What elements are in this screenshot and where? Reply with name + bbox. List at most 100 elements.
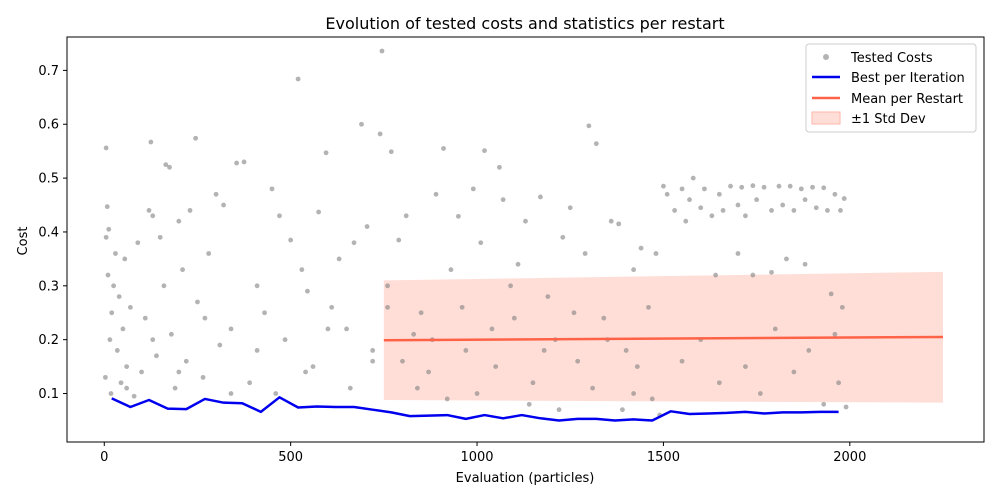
tested-cost-point <box>526 401 532 407</box>
tested-cost-point <box>102 374 108 380</box>
tested-cost-point <box>364 224 370 229</box>
tested-cost-point <box>482 148 487 154</box>
tested-cost-point <box>403 213 409 219</box>
tested-cost-point <box>769 269 774 275</box>
tested-cost-point <box>127 304 133 310</box>
tested-cost-point <box>396 237 402 243</box>
tested-cost-point <box>523 218 528 224</box>
tested-cost-point <box>593 141 599 147</box>
tested-cost-point <box>107 337 113 343</box>
tested-cost-point <box>347 385 353 391</box>
legend-label-mean: Mean per Restart <box>851 92 963 107</box>
y-tick-label: 0.6 <box>38 118 59 133</box>
x-tick-label: 1000 <box>460 450 493 465</box>
tested-cost-point <box>716 191 722 197</box>
tested-cost-point <box>388 149 394 155</box>
y-tick-label: 0.3 <box>38 279 59 294</box>
tested-cost-point <box>323 150 329 156</box>
legend-band-swatch <box>811 111 841 125</box>
tested-cost-point <box>821 401 827 407</box>
tested-cost-point <box>154 353 159 359</box>
tested-cost-point <box>709 213 715 219</box>
tested-cost-point <box>839 304 845 310</box>
tested-cost-point <box>620 407 625 413</box>
tested-cost-point <box>148 139 154 145</box>
legend-label-best: Best per Iteration <box>851 71 965 86</box>
tested-cost-point <box>385 304 390 310</box>
tested-cost-point <box>448 267 454 273</box>
tested-cost-point <box>336 256 342 262</box>
tested-cost-point <box>825 208 830 213</box>
tested-cost-point <box>638 245 644 251</box>
x-tick-label: 0 <box>100 450 108 465</box>
tested-cost-point <box>582 251 588 256</box>
tested-cost-point <box>183 358 189 364</box>
tested-cost-point <box>757 391 763 396</box>
tested-cost-point <box>167 164 172 170</box>
tested-cost-point <box>193 135 199 141</box>
tested-cost-point <box>213 191 219 197</box>
tested-cost-point <box>784 256 789 262</box>
tested-cost-point <box>608 218 614 224</box>
tested-cost-point <box>672 208 678 213</box>
tested-cost-point <box>139 369 144 375</box>
tested-cost-point <box>325 326 331 332</box>
tested-cost-point <box>838 208 843 213</box>
tested-cost-point <box>743 364 748 370</box>
tested-cost-point <box>142 315 148 321</box>
tested-cost-point <box>385 283 390 289</box>
tested-cost-point <box>254 283 260 289</box>
tested-cost-point <box>414 385 420 391</box>
tested-cost-point <box>713 272 719 278</box>
tested-cost-point <box>616 221 622 227</box>
tested-cost-point <box>515 261 521 267</box>
x-tick-label: 1500 <box>647 450 680 465</box>
y-axis-title: Cost <box>16 227 31 256</box>
tested-cost-point <box>172 385 178 391</box>
tested-cost-point <box>150 213 156 219</box>
tested-cost-point <box>202 315 208 321</box>
tested-cost-point <box>176 369 182 375</box>
x-tick-label: 2000 <box>833 450 866 465</box>
tested-cost-point <box>262 310 267 316</box>
tested-cost-point <box>511 315 517 321</box>
legend-scatter-marker <box>823 54 829 60</box>
line-layer <box>111 335 944 422</box>
tested-cost-point <box>104 204 110 210</box>
tested-cost-point <box>108 391 114 396</box>
tested-cost-point <box>810 184 815 190</box>
tested-cost-point <box>538 194 543 200</box>
tested-cost-point <box>478 240 484 246</box>
tested-cost-point <box>541 348 547 353</box>
tested-cost-point <box>316 209 322 215</box>
tested-cost-point <box>802 197 808 203</box>
tested-cost-point <box>772 326 778 332</box>
tested-cost-point <box>716 380 722 386</box>
legend: Tested Costs Best per Iteration Mean per… <box>805 43 977 133</box>
tested-cost-point <box>653 251 659 256</box>
y-tick-label: 0.5 <box>38 172 59 187</box>
tested-cost-point <box>728 183 733 189</box>
tested-cost-point <box>497 164 502 170</box>
tested-cost-point <box>679 358 685 364</box>
tested-cost-point <box>474 391 480 396</box>
tested-cost-point <box>273 391 279 396</box>
tested-cost-point <box>743 213 748 219</box>
tested-cost-point <box>567 205 573 211</box>
legend-label-std: ±1 Std Dev <box>851 112 926 127</box>
tested-cost-point <box>631 391 637 396</box>
tested-cost-point <box>769 208 774 213</box>
tested-cost-point <box>601 315 607 321</box>
tested-cost-point <box>631 267 637 273</box>
tested-cost-point <box>106 226 112 232</box>
x-axis-title: Evaluation (particles) <box>456 471 595 486</box>
tested-cost-point <box>105 272 111 278</box>
tested-cost-point <box>329 304 335 310</box>
tested-cost-point <box>735 202 741 208</box>
tested-cost-point <box>508 283 513 289</box>
tested-cost-point <box>305 288 310 294</box>
tested-cost-point <box>122 256 128 262</box>
tested-cost-point <box>806 348 812 353</box>
tested-cost-point <box>813 205 819 211</box>
tested-cost-point <box>739 184 745 190</box>
